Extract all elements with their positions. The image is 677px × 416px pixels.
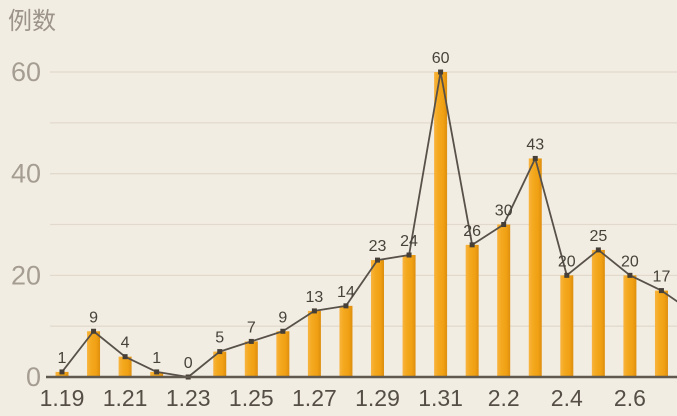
marker-1.22 xyxy=(154,369,160,375)
marker-1.26 xyxy=(280,328,286,334)
bar-2.2 xyxy=(497,224,511,377)
value-label-1.29: 23 xyxy=(369,238,387,255)
value-label-1.30: 24 xyxy=(400,233,418,250)
bar-1.20 xyxy=(87,331,101,377)
bar-1.24 xyxy=(213,351,227,377)
x-tick-1.25: 1.25 xyxy=(229,385,274,411)
value-labels: 1 9 4 1 0 5 7 9 13 14 23 24 60 26 30 43 20 25 20 17 xyxy=(58,50,671,372)
value-label-2.2: 30 xyxy=(495,203,513,220)
value-label-1.31: 60 xyxy=(432,50,450,67)
x-tick-1.27: 1.27 xyxy=(292,385,337,411)
x-tick-1.19: 1.19 xyxy=(40,385,85,411)
marker-1.27 xyxy=(311,308,317,314)
value-label-1.26: 9 xyxy=(278,309,287,326)
bar-1.28 xyxy=(339,305,353,377)
bar-1.25 xyxy=(244,341,258,377)
value-label-2.7: 17 xyxy=(653,269,671,286)
data-point-markers xyxy=(59,69,664,380)
x-tick-1.21: 1.21 xyxy=(103,385,148,411)
value-label-2.1: 26 xyxy=(463,223,481,240)
bar-1.21 xyxy=(118,356,132,377)
bar-1.26 xyxy=(276,331,290,377)
bar-1.22 xyxy=(150,371,164,377)
y-axis-title: 例数 xyxy=(8,8,56,35)
value-label-1.25: 7 xyxy=(247,319,256,336)
y-tick-20: 20 xyxy=(11,260,41,290)
marker-2.7 xyxy=(658,288,664,294)
marker-1.30 xyxy=(406,252,412,258)
x-tick-1.23: 1.23 xyxy=(166,385,211,411)
value-label-2.3: 43 xyxy=(526,136,544,153)
marker-1.28 xyxy=(343,303,349,309)
bar-1.31 xyxy=(434,72,448,378)
x-tick-2.4: 2.4 xyxy=(551,385,583,411)
value-label-1.22: 1 xyxy=(152,350,161,367)
marker-2.4 xyxy=(564,272,570,278)
value-label-1.27: 13 xyxy=(306,289,324,306)
value-label-1.28: 14 xyxy=(337,284,355,301)
bar-2.5 xyxy=(591,249,605,377)
bars xyxy=(55,72,668,378)
x-tick-1.29: 1.29 xyxy=(355,385,400,411)
marker-1.19 xyxy=(59,369,65,375)
value-label-1.23: 0 xyxy=(184,355,193,372)
bar-2.6 xyxy=(623,275,637,377)
bar-2.1 xyxy=(465,244,479,377)
value-label-1.21: 4 xyxy=(121,335,130,352)
bar-1.19 xyxy=(55,371,69,377)
marker-1.29 xyxy=(375,257,380,263)
x-tick-1.31: 1.31 xyxy=(418,385,463,411)
marker-2.1 xyxy=(469,242,475,248)
y-tick-0: 0 xyxy=(26,362,41,392)
marker-1.25 xyxy=(248,338,254,344)
value-label-1.24: 5 xyxy=(215,330,224,347)
y-tick-60: 60 xyxy=(11,57,41,87)
bar-2.7 xyxy=(654,290,668,377)
value-label-1.20: 9 xyxy=(89,309,98,326)
marker-2.5 xyxy=(595,247,601,253)
bar-1.29 xyxy=(371,260,384,377)
marker-1.21 xyxy=(122,354,128,360)
bar-2.4 xyxy=(560,275,574,377)
x-tick-2.2: 2.2 xyxy=(488,385,520,411)
bar-1.27 xyxy=(307,310,321,377)
marker-1.20 xyxy=(91,328,97,334)
value-label-2.5: 25 xyxy=(589,228,607,245)
marker-1.24 xyxy=(217,349,223,355)
marker-1.31 xyxy=(438,69,444,75)
x-tick-2.6: 2.6 xyxy=(614,385,646,411)
bar-2.3 xyxy=(528,158,542,377)
bar-1.30 xyxy=(402,255,416,377)
value-label-2.4: 20 xyxy=(558,253,576,270)
marker-2.6 xyxy=(627,272,633,278)
y-tick-40: 40 xyxy=(11,159,41,189)
marker-2.3 xyxy=(532,155,538,161)
marker-2.2 xyxy=(501,222,507,228)
value-label-1.19: 1 xyxy=(58,350,67,367)
value-label-2.6: 20 xyxy=(621,253,639,270)
